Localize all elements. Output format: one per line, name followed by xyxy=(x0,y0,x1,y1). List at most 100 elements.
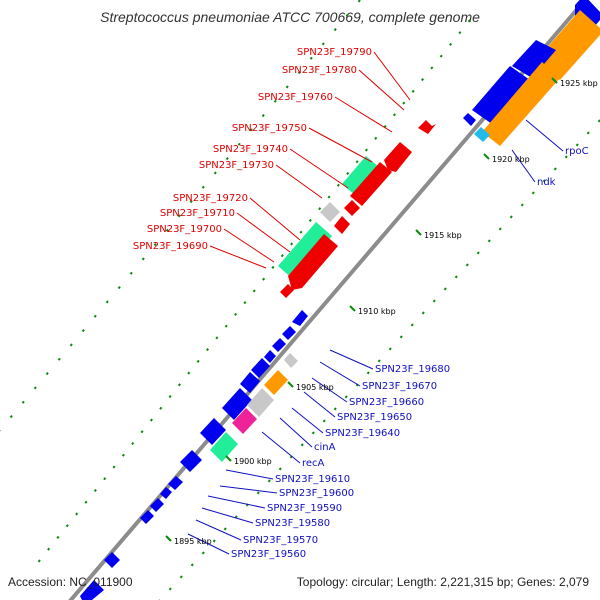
guide-dot xyxy=(357,0,361,3)
gene-blue-f[interactable] xyxy=(240,372,260,393)
guide-dot xyxy=(223,527,227,531)
gene-label-spn23f-19650[interactable]: SPN23F_19650 xyxy=(337,412,412,423)
guide-dot xyxy=(388,347,392,351)
gene-label-spn23f-19760[interactable]: SPN23F_19760 xyxy=(258,92,333,103)
guide-dot xyxy=(410,323,414,327)
guide-dot xyxy=(112,465,116,469)
gene-label-spn23f-19700[interactable]: SPN23F_19700 xyxy=(147,224,222,235)
gene-blue-i[interactable] xyxy=(180,450,202,472)
gene-label-ndk[interactable]: ndk xyxy=(537,177,556,188)
guide-dot xyxy=(256,491,260,495)
gene-grey-19720[interactable] xyxy=(320,202,340,222)
guide-dot xyxy=(187,371,191,375)
guide-dot xyxy=(189,200,193,204)
guide-dot xyxy=(33,386,37,390)
gene-blue-j[interactable] xyxy=(168,476,183,490)
gene-label-spn23f-19680[interactable]: SPN23F_19680 xyxy=(375,364,450,375)
gene-blue-c[interactable] xyxy=(272,338,286,352)
guide-dot xyxy=(297,71,301,75)
gene-label-spn23f-19560[interactable]: SPN23F_19560 xyxy=(231,549,306,560)
gene-label-spn23f-19570[interactable]: SPN23F_19570 xyxy=(243,535,318,546)
gene-label-spn23f-19690[interactable]: SPN23F_19690 xyxy=(133,241,208,252)
guide-dot xyxy=(262,277,266,281)
gene-red-19710[interactable] xyxy=(334,216,350,234)
leader-line xyxy=(261,431,301,464)
gene-label-spn23f-19640[interactable]: SPN23F_19640 xyxy=(325,428,400,439)
tick-mark xyxy=(483,153,490,160)
gene-rpoc[interactable] xyxy=(540,10,600,80)
gene-grey-a[interactable] xyxy=(284,353,298,368)
guide-dot xyxy=(318,207,322,211)
leader-line xyxy=(236,212,291,253)
guide-dot xyxy=(47,547,51,551)
gene-label-spn23f-19590[interactable]: SPN23F_19590 xyxy=(267,503,342,514)
gene-blue-g[interactable] xyxy=(222,388,252,420)
guide-dot xyxy=(333,28,337,32)
gene-label-spn23f-19670[interactable]: SPN23F_19670 xyxy=(362,381,437,392)
gene-red-small[interactable] xyxy=(344,200,360,216)
gene-red-19730[interactable] xyxy=(350,162,392,206)
gene-label-rpoc[interactable]: rpoC xyxy=(565,146,589,157)
guide-dot xyxy=(9,415,13,419)
gene-orange-2[interactable] xyxy=(482,62,560,146)
guide-dot xyxy=(498,227,502,231)
guide-dot xyxy=(308,218,312,223)
gene-label-spn23f-19710[interactable]: SPN23F_19710 xyxy=(160,208,235,219)
gene-small-blue[interactable] xyxy=(463,113,476,126)
guide-dot xyxy=(420,78,425,82)
gene-label-spn23f-19660[interactable]: SPN23F_19660 xyxy=(349,397,424,408)
tick-mark xyxy=(551,77,558,84)
gene-rpoc-blue-2[interactable] xyxy=(512,40,556,78)
gene-pink[interactable] xyxy=(232,408,257,434)
gene-ndk[interactable] xyxy=(474,127,490,142)
gene-label-spn23f-19720[interactable]: SPN23F_19720 xyxy=(173,193,248,204)
gene-blue-e[interactable] xyxy=(251,358,270,378)
guide-dot xyxy=(131,441,135,446)
gene-blue-o[interactable] xyxy=(80,580,104,600)
gene-label-spn23f-19790[interactable]: SPN23F_19790 xyxy=(297,47,372,58)
tick-mark xyxy=(287,381,294,388)
guide-dot xyxy=(84,500,88,504)
guide-dot xyxy=(213,171,217,175)
gene-label-spn23f-19740[interactable]: SPN23F_19740 xyxy=(213,144,288,155)
guide-dot xyxy=(45,372,49,376)
gene-label-reca[interactable]: recA xyxy=(302,458,325,469)
gene-blue-n[interactable] xyxy=(104,552,120,568)
gene-label-cina[interactable]: cinA xyxy=(314,442,336,453)
guide-dot xyxy=(509,215,513,219)
reverse-label-group: SPN23F_19790 SPN23F_19780 SPN23F_19760 SPN2… xyxy=(133,47,372,252)
gene-blue-l[interactable] xyxy=(150,498,164,512)
gene-red-tip[interactable] xyxy=(280,284,294,298)
guide-dot xyxy=(285,85,289,89)
gene-green-19700[interactable] xyxy=(278,222,332,280)
gene-green-19740[interactable] xyxy=(342,156,380,196)
gene-label-spn23f-19730[interactable]: SPN23F_19730 xyxy=(199,160,274,171)
gene-label-spn23f-19780[interactable]: SPN23F_19780 xyxy=(282,65,357,76)
gene-green-a[interactable] xyxy=(210,432,238,462)
gene-label-spn23f-19600[interactable]: SPN23F_19600 xyxy=(279,488,354,499)
gene-blue-d[interactable] xyxy=(264,350,276,363)
gene-orange-a[interactable] xyxy=(264,370,288,395)
gene-blue-b[interactable] xyxy=(282,326,296,340)
gene-label-spn23f-19610[interactable]: SPN23F_19610 xyxy=(275,474,350,485)
gene-label-spn23f-19750[interactable]: SPN23F_19750 xyxy=(232,123,307,134)
guide-dot xyxy=(300,443,304,447)
gene-red-19750[interactable] xyxy=(384,142,412,172)
guide-dot xyxy=(252,289,256,293)
gene-blue-a[interactable] xyxy=(292,310,308,326)
gene-grey-b[interactable] xyxy=(247,388,274,417)
gene-blue-k[interactable] xyxy=(160,487,172,499)
guide-dot xyxy=(168,395,172,399)
gene-red-19790[interactable] xyxy=(418,120,436,134)
gene-blue-m[interactable] xyxy=(140,510,154,524)
gene-label-spn23f-19580[interactable]: SPN23F_19580 xyxy=(255,518,330,529)
map-title: Streptococcus pneumoniae ATCC 700669, co… xyxy=(100,9,480,25)
tick-label-1895-kbp: 1895 kbp xyxy=(174,537,212,546)
leader-line xyxy=(303,391,336,418)
guide-dot xyxy=(179,575,183,579)
gene-blue-h[interactable] xyxy=(200,418,226,445)
gene-blue-3[interactable] xyxy=(472,66,530,124)
guide-dot xyxy=(141,257,145,261)
gene-red-19690[interactable] xyxy=(288,234,338,290)
